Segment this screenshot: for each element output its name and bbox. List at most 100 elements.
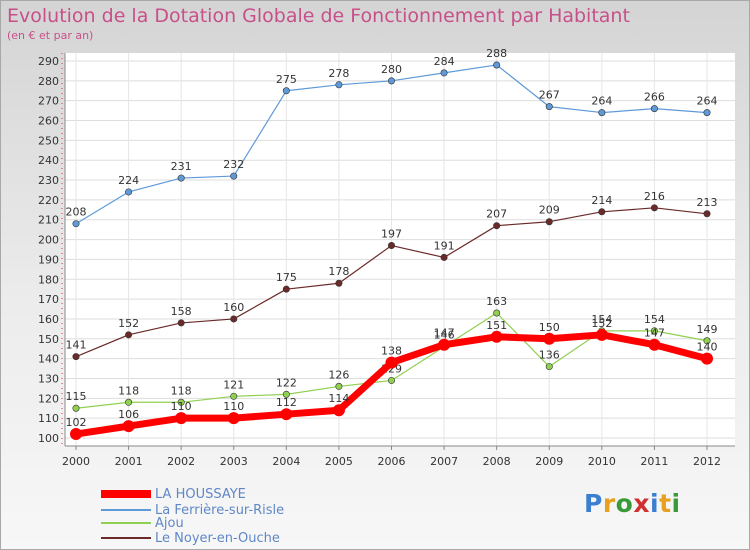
data-point-le-noyer-en-ouche — [545, 218, 553, 226]
data-label-le-noyer-en-ouche: 197 — [381, 228, 402, 241]
logo-letter: P — [584, 489, 603, 518]
data-label-ajou: 136 — [539, 349, 560, 362]
data-point-le-noyer-en-ouche — [440, 253, 448, 261]
data-point-ajou — [72, 404, 80, 412]
y-tick-label: 140 — [38, 353, 59, 366]
data-label-la-ferriere-sur-risle: 264 — [697, 95, 718, 108]
data-label-la-houssaye: 114 — [328, 392, 349, 405]
logo-letter: x — [633, 489, 650, 518]
data-label-ajou: 122 — [276, 376, 297, 389]
logo-letter: i — [671, 489, 681, 518]
y-tick-label: 150 — [38, 333, 59, 346]
x-tick-label: 2009 — [535, 455, 563, 468]
data-label-le-noyer-en-ouche: 191 — [434, 239, 455, 252]
x-tick-label: 2005 — [325, 455, 353, 468]
data-point-ajou — [125, 398, 133, 406]
y-tick-label: 270 — [38, 95, 59, 108]
y-tick-label: 180 — [38, 273, 59, 286]
data-point-la-houssaye — [280, 408, 293, 421]
data-point-le-noyer-en-ouche — [230, 315, 238, 323]
data-label-la-houssaye: 110 — [171, 400, 192, 413]
y-tick-label: 190 — [38, 253, 59, 266]
data-point-ajou — [230, 392, 238, 400]
data-point-la-ferriere-sur-risle — [440, 69, 448, 77]
data-label-ajou: 146 — [434, 329, 455, 342]
data-label-ajou: 126 — [328, 368, 349, 381]
y-tick-label: 240 — [38, 154, 59, 167]
data-point-la-ferriere-sur-risle — [125, 188, 133, 196]
y-tick-label: 170 — [38, 293, 59, 306]
data-point-la-ferriere-sur-risle — [703, 109, 711, 117]
data-point-la-ferriere-sur-risle — [177, 174, 185, 182]
legend-label-ajou: Ajou — [155, 515, 184, 531]
y-tick-label: 210 — [38, 214, 59, 227]
data-point-le-noyer-en-ouche — [177, 319, 185, 327]
y-tick-label: 110 — [38, 412, 59, 425]
x-tick-label: 2011 — [640, 455, 668, 468]
data-point-la-ferriere-sur-risle — [598, 109, 606, 117]
data-label-ajou: 115 — [66, 390, 87, 403]
data-label-la-houssaye: 151 — [486, 319, 507, 332]
data-label-la-houssaye: 102 — [66, 416, 87, 429]
plot-area — [65, 53, 735, 446]
data-label-ajou: 163 — [486, 295, 507, 308]
data-label-la-houssaye: 106 — [118, 408, 139, 421]
data-label-ajou: 154 — [591, 313, 612, 326]
data-point-le-noyer-en-ouche — [335, 279, 343, 287]
data-label-la-houssaye: 150 — [539, 321, 560, 334]
data-point-la-houssaye — [227, 412, 240, 425]
data-point-la-houssaye — [438, 338, 451, 351]
y-tick-label: 220 — [38, 194, 59, 207]
data-label-la-houssaye: 147 — [644, 327, 665, 340]
y-tick-label: 120 — [38, 392, 59, 405]
data-point-ajou — [282, 390, 290, 398]
y-tick-label: 160 — [38, 313, 59, 326]
series-le-noyer-en-ouche: 141 152 158 160 175 178 197 191 207 209 214 216 213 — [66, 190, 718, 361]
data-point-le-noyer-en-ouche — [493, 222, 501, 230]
data-label-le-noyer-en-ouche: 207 — [486, 208, 507, 221]
legend-item-le-noyer-en-ouche: Le Noyer-en-Ouche — [101, 530, 280, 546]
proxiti-logo: Proxiti — [584, 489, 681, 518]
x-tick-label: 2000 — [62, 455, 90, 468]
data-label-la-ferriere-sur-risle: 264 — [591, 95, 612, 108]
data-label-le-noyer-en-ouche: 175 — [276, 271, 297, 284]
data-label-le-noyer-en-ouche: 141 — [66, 339, 87, 352]
data-point-ajou — [335, 382, 343, 390]
legend-label-la-houssaye: LA HOUSSAYE — [155, 486, 246, 502]
x-tick-label: 2004 — [272, 455, 300, 468]
data-label-la-ferriere-sur-risle: 284 — [434, 55, 455, 68]
data-point-la-houssaye — [175, 412, 188, 425]
data-label-la-ferriere-sur-risle: 267 — [539, 89, 560, 102]
data-label-la-houssaye: 138 — [381, 345, 402, 358]
data-label-la-ferriere-sur-risle: 288 — [486, 47, 507, 60]
data-label-la-ferriere-sur-risle: 275 — [276, 73, 297, 86]
data-point-la-ferriere-sur-risle — [72, 220, 80, 228]
data-label-la-ferriere-sur-risle: 224 — [118, 174, 139, 187]
data-label-la-ferriere-sur-risle: 278 — [328, 67, 349, 80]
x-tick-label: 2003 — [220, 455, 248, 468]
y-tick-label: 200 — [38, 234, 59, 247]
x-tick-label: 2008 — [483, 455, 511, 468]
data-label-la-houssaye: 110 — [223, 400, 244, 413]
data-point-la-houssaye — [701, 352, 713, 365]
data-point-ajou — [493, 309, 501, 317]
y-tick-label: 100 — [38, 432, 59, 445]
data-label-le-noyer-en-ouche: 209 — [539, 204, 560, 217]
data-point-la-ferriere-sur-risle — [335, 81, 343, 89]
data-label-ajou: 121 — [223, 378, 244, 391]
data-point-le-noyer-en-ouche — [282, 285, 290, 293]
data-point-le-noyer-en-ouche — [703, 210, 711, 218]
x-tick-label: 2012 — [693, 455, 721, 468]
logo-letter: r — [602, 489, 616, 518]
data-point-le-noyer-en-ouche — [125, 331, 133, 339]
series-la-ferriere-sur-risle: 208 224 231 232 275 278 280 284 288 267 264 266 264 — [66, 47, 718, 228]
data-point-la-houssaye — [543, 332, 556, 345]
data-point-la-houssaye — [122, 420, 135, 433]
data-point-la-ferriere-sur-risle — [387, 77, 395, 85]
legend-item-ajou: Ajou — [101, 515, 184, 531]
data-point-le-noyer-en-ouche — [598, 208, 606, 216]
chart-title: Evolution de la Dotation Globale de Fonc… — [7, 5, 630, 27]
y-tick-label: 280 — [38, 75, 59, 88]
data-label-ajou: 149 — [697, 323, 718, 336]
